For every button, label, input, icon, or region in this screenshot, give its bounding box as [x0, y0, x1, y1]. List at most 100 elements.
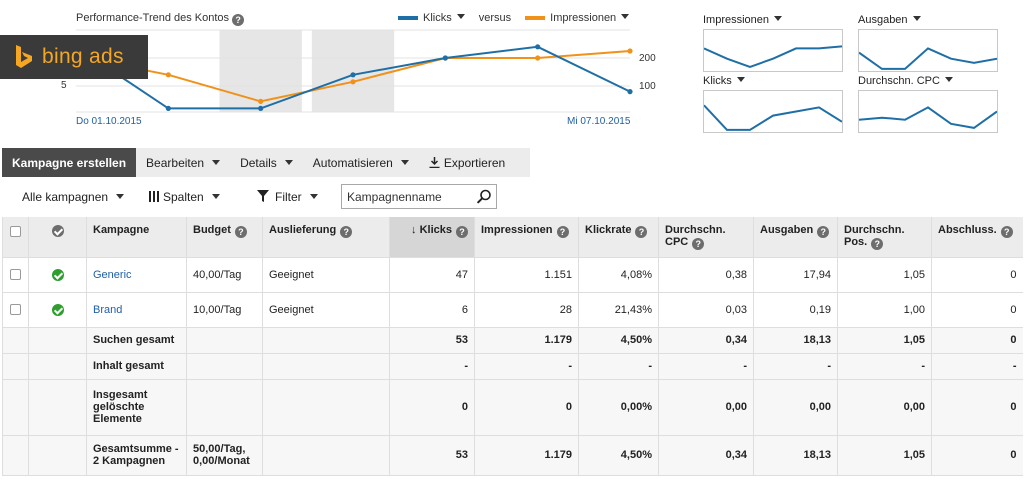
summary-klicks: 53 — [389, 327, 475, 354]
header-label: Ausgaben — [760, 224, 814, 236]
sparkline-chart — [859, 106, 997, 129]
summary-abschluss: 0 — [931, 327, 1023, 354]
cell-pos: 1,05 — [837, 257, 932, 293]
legend-klicks-label: Klicks — [423, 12, 452, 24]
edit-dropdown[interactable]: Bearbeiten — [136, 148, 230, 177]
summary-abschluss: 0 — [931, 435, 1023, 476]
status-header[interactable] — [28, 217, 87, 258]
header-label: Abschluss. — [938, 224, 997, 236]
select-all-checkbox[interactable] — [10, 225, 21, 237]
header-abschluss[interactable]: Abschluss.? — [931, 217, 1023, 258]
all-campaigns-dropdown[interactable]: Alle kampagnen — [22, 190, 125, 204]
chevron-down-icon — [116, 194, 125, 199]
spark-klicks-dropdown[interactable]: Klicks — [703, 75, 745, 87]
header-klickrate[interactable]: Klickrate? — [578, 217, 659, 258]
legend-klicks-dropdown[interactable]: Klicks — [423, 12, 465, 24]
cell-budget[interactable]: 40,00/Tag — [186, 257, 263, 293]
row-checkbox[interactable] — [10, 269, 21, 281]
summary-klicks: - — [389, 353, 475, 380]
help-icon[interactable]: ? — [456, 226, 468, 238]
help-icon[interactable]: ? — [817, 226, 830, 238]
campaign-link[interactable]: Generic — [93, 268, 132, 281]
series-point-impressionen — [627, 48, 633, 54]
cell-abschluss: 0 — [931, 257, 1023, 293]
cell-klicks: 6 — [389, 292, 475, 328]
search-icon[interactable] — [477, 189, 492, 204]
download-icon — [429, 157, 440, 168]
summary-klickrate: 4,50% — [578, 327, 659, 354]
create-campaign-button[interactable]: Kampagne erstellen — [2, 148, 137, 177]
header-pos[interactable]: Durchschn. Pos.? — [837, 217, 932, 258]
help-icon[interactable]: ? — [635, 226, 648, 238]
help-icon[interactable]: ? — [1000, 226, 1013, 238]
header-label: Impressionen — [481, 224, 553, 236]
header-label: Klickrate — [585, 224, 632, 236]
funnel-icon — [257, 190, 269, 202]
help-icon[interactable]: ? — [232, 14, 245, 26]
header-cpc[interactable]: Durchschn. CPC? — [658, 217, 754, 258]
table-header-row: Kampagne Budget? Auslieferung? ↓ Klicks?… — [2, 217, 1023, 258]
summary-pos: - — [837, 353, 932, 380]
header-label: Durchschn. CPC — [665, 224, 726, 248]
trend-series — [73, 44, 633, 111]
automate-label: Automatisieren — [312, 155, 393, 170]
toolbar: Kampagne erstellen Bearbeiten Details Au… — [2, 148, 530, 177]
header-ausgaben[interactable]: Ausgaben? — [753, 217, 838, 258]
summary-budget — [186, 327, 263, 354]
trend-background — [76, 29, 630, 113]
spark-title: Durchschn. CPC — [858, 75, 940, 87]
summary-klickrate: 0,00% — [578, 379, 659, 436]
campaign-search-input[interactable] — [342, 185, 470, 208]
header-auslieferung[interactable]: Auslieferung? — [262, 217, 390, 258]
klicks-swatch — [398, 16, 418, 20]
help-icon[interactable]: ? — [234, 226, 247, 238]
spark-klicks — [703, 90, 843, 133]
header-kampagne[interactable]: Kampagne — [86, 217, 187, 258]
table-row: Brand 10,00/Tag Geeignet 6 28 21,43% 0,0… — [2, 292, 1023, 328]
help-icon[interactable]: ? — [692, 238, 705, 250]
header-impressionen[interactable]: Impressionen? — [474, 217, 579, 258]
row-status-cell — [28, 292, 87, 328]
summary-ausgaben: 0,00 — [753, 379, 838, 436]
campaign-link[interactable]: Brand — [93, 303, 123, 316]
trend-title-text: Performance-Trend des Kontos — [76, 12, 230, 24]
header-label: Auslieferung — [269, 224, 337, 236]
cell-pos: 1,00 — [837, 292, 932, 328]
y-left-tick: 5 — [61, 80, 67, 91]
automate-dropdown[interactable]: Automatisieren — [303, 148, 419, 177]
sparkline — [704, 45, 842, 68]
series-point-klicks — [165, 105, 171, 111]
summary-cpc: 0,34 — [658, 435, 754, 476]
help-icon[interactable]: ? — [871, 238, 884, 250]
x-end-label: Mi 07.10.2015 — [567, 116, 631, 127]
export-button[interactable]: Exportieren — [419, 148, 515, 177]
sparkline — [704, 104, 842, 131]
status-check-icon — [51, 225, 64, 238]
chevron-down-icon — [944, 77, 953, 82]
trend-legend: Klicks versus Impressionen — [398, 12, 630, 24]
columns-dropdown[interactable]: Spalten — [149, 190, 220, 204]
cell-kampagne: Generic — [86, 257, 187, 293]
summary-row: Suchen gesamt 53 1.179 4,50% 0,34 18,13 … — [2, 327, 1023, 354]
spark-cpc-dropdown[interactable]: Durchschn. CPC — [858, 75, 953, 87]
chevron-down-icon — [309, 194, 318, 199]
header-budget[interactable]: Budget? — [186, 217, 263, 258]
summary-impressionen: - — [474, 353, 579, 380]
trend-chart — [73, 29, 633, 113]
logo-text: bing ads — [42, 45, 124, 68]
row-checkbox[interactable] — [10, 304, 21, 316]
cell-budget[interactable]: 10,00/Tag — [186, 292, 263, 328]
legend-impressionen-label: Impressionen — [550, 12, 617, 24]
legend-impressionen-dropdown[interactable]: Impressionen — [550, 12, 630, 24]
details-dropdown[interactable]: Details — [230, 148, 303, 177]
help-icon[interactable]: ? — [556, 226, 569, 238]
chevron-down-icon — [456, 14, 465, 19]
header-klicks[interactable]: ↓ Klicks? — [389, 217, 475, 258]
series-point-klicks — [258, 105, 264, 111]
summary-abschluss: 0 — [931, 379, 1023, 436]
header-label: Durchschn. Pos. — [844, 224, 905, 248]
spark-impressionen-dropdown[interactable]: Impressionen — [703, 14, 783, 26]
filter-dropdown[interactable]: Filter — [257, 190, 318, 204]
spark-ausgaben-dropdown[interactable]: Ausgaben — [858, 14, 921, 26]
help-icon[interactable]: ? — [340, 226, 353, 238]
